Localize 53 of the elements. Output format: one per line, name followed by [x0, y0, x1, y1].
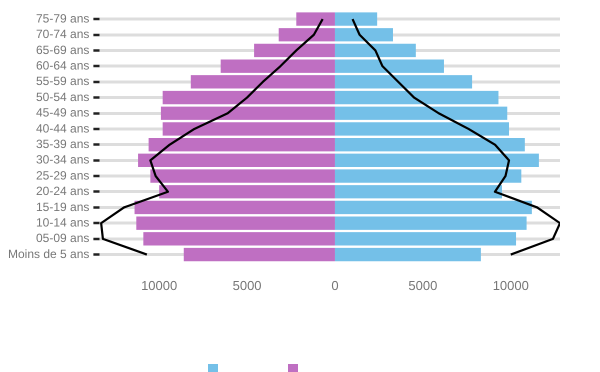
bar [334, 90, 498, 104]
y-tick-label: 40-44 ans [36, 121, 90, 136]
bar [334, 138, 525, 152]
bar [296, 12, 335, 26]
bar [278, 28, 335, 42]
bar [334, 169, 522, 183]
bar [134, 200, 335, 214]
y-tick-label: 30-34 ans [36, 152, 90, 167]
bar [334, 75, 472, 89]
bar [162, 90, 335, 104]
y-tick-label: 15-19 ans [36, 200, 90, 214]
bar [150, 169, 335, 183]
bar [334, 200, 532, 214]
bar [136, 216, 335, 230]
bar [334, 28, 393, 42]
bar [334, 232, 516, 246]
x-tick-label: 10000 [141, 278, 178, 293]
x-tick-label: 5000 [408, 278, 438, 293]
bar [143, 232, 335, 246]
y-tick-label: 60-64 ans [36, 58, 90, 72]
y-tick-label: 45-49 ans [36, 106, 90, 120]
y-tick-label: 20-24 ans [36, 184, 90, 198]
bar [162, 122, 335, 136]
bar [334, 248, 481, 262]
bar [334, 12, 378, 26]
bar [220, 59, 335, 73]
y-tick-label: 10-14 ans [36, 215, 90, 230]
bar [334, 106, 508, 120]
y-tick-label: 35-39 ans [36, 136, 90, 151]
y-tick-label: 05-09 ans [36, 231, 90, 246]
y-tick-label: 55-59 ans [36, 74, 90, 88]
y-tick-label: 25-29 ans [36, 168, 90, 182]
x-tick-label: 0 [331, 278, 339, 293]
bar [334, 154, 539, 168]
y-tick-label: 70-74 ans [36, 27, 90, 42]
y-tick-label: 65-69 ans [36, 42, 90, 57]
bar [254, 44, 335, 58]
bar [334, 185, 502, 198]
bar [334, 216, 527, 230]
x-tick-label: 5000 [232, 278, 262, 293]
bar [190, 75, 335, 89]
bar [334, 44, 416, 58]
bar [184, 248, 335, 262]
bar [334, 122, 510, 136]
y-tick-label: Moins de 5 ans [8, 246, 90, 261]
bar [334, 59, 444, 73]
bar [159, 185, 335, 198]
bar [148, 138, 335, 152]
bar [138, 154, 335, 168]
x-tick-label: 10000 [492, 278, 529, 293]
bar [160, 106, 335, 120]
y-tick-label: 75-79 ans [36, 11, 90, 26]
y-tick-label: 50-54 ans [36, 90, 90, 104]
